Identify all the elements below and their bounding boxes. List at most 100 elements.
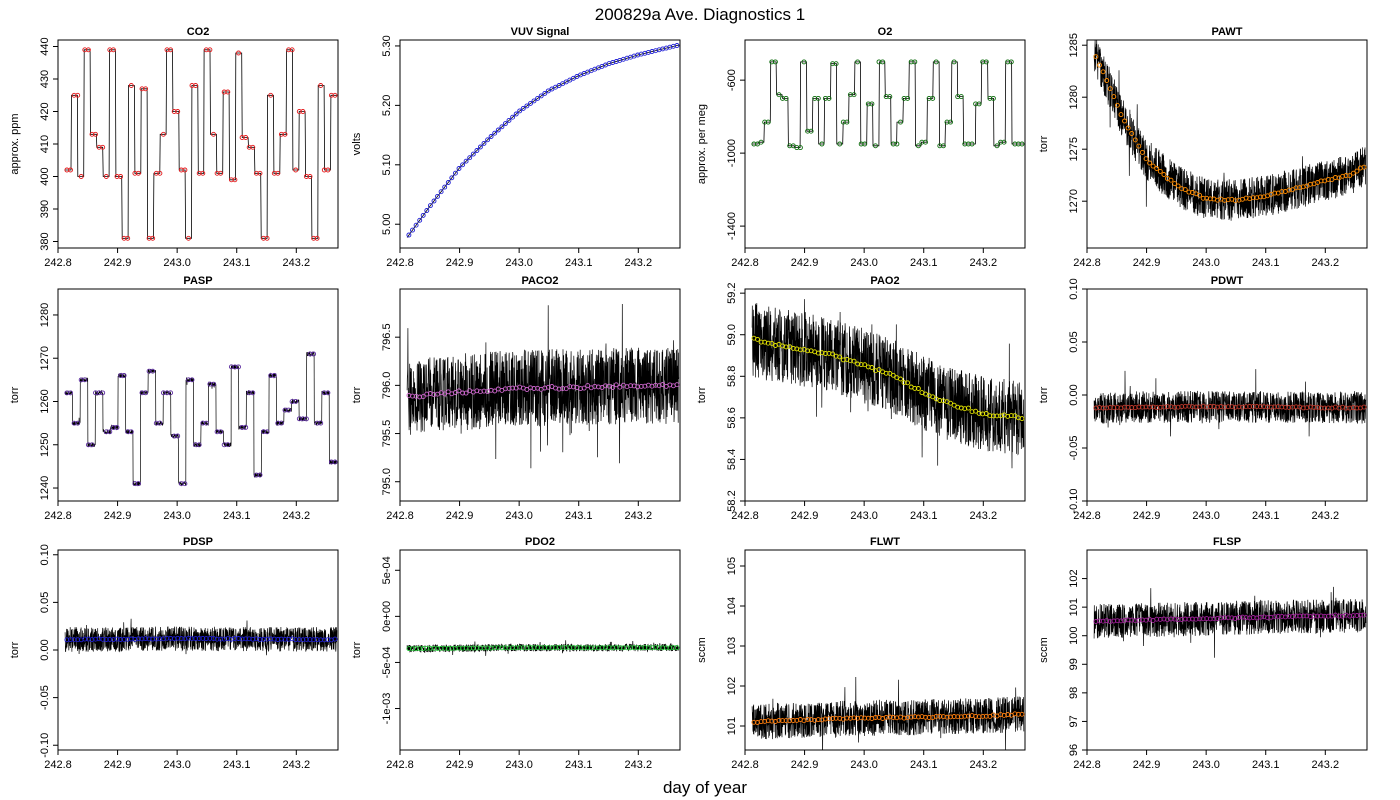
y-tick-label: 5.30: [381, 35, 393, 56]
avg-point: [1012, 413, 1018, 419]
y-tick-label: -5e-04: [381, 647, 393, 679]
y-tick-label: 100: [1068, 627, 1080, 645]
y-tick-label: 410: [39, 135, 51, 153]
avg-point: [674, 43, 680, 48]
x-tick-label: 243.0: [163, 759, 191, 771]
avg-point: [193, 83, 199, 88]
avg-point: [463, 390, 469, 396]
panel-title: CO2: [187, 26, 210, 38]
avg-point: [1012, 141, 1018, 147]
avg-point: [987, 95, 993, 101]
avg-point: [243, 135, 249, 140]
avg-point: [175, 109, 181, 114]
x-tick-label: 242.9: [104, 759, 132, 771]
y-tick-label: 96: [1068, 744, 1080, 756]
avg-point: [410, 227, 415, 233]
avg-point: [420, 394, 426, 400]
x-tick-label: 243.2: [283, 759, 311, 771]
x-tick-label: 242.9: [791, 759, 819, 771]
avg-point: [225, 89, 231, 95]
avg-point: [417, 217, 423, 223]
avg-point: [944, 714, 950, 720]
x-tick-label: 243.1: [1252, 759, 1280, 771]
x-tick-label: 242.8: [44, 510, 72, 522]
chart-panel-9: PDO2 torr 242.8 242.9 243.0 243.1 243.2 -1e-03 -…: [351, 536, 681, 771]
avg-point: [175, 433, 181, 439]
avg-point: [517, 108, 523, 114]
y-tick-label: 420: [39, 102, 51, 120]
avg-point: [257, 637, 263, 642]
x-tick-label: 242.8: [731, 257, 759, 269]
avg-point: [915, 143, 921, 149]
avg-point: [271, 170, 277, 176]
avg-point: [278, 420, 284, 426]
avg-point: [182, 481, 188, 487]
x-tick-label: 243.2: [625, 257, 653, 269]
avg-point: [965, 405, 971, 411]
x-tick-label: 243.0: [505, 759, 533, 771]
avg-point: [424, 208, 430, 213]
avg-point: [417, 646, 423, 652]
avg-point: [135, 481, 141, 487]
avg-point: [420, 212, 426, 218]
avg-point: [1182, 187, 1188, 193]
panel-title: PACO2: [521, 275, 558, 287]
x-tick-label: 243.0: [1192, 257, 1220, 269]
avg-point: [1161, 172, 1167, 177]
avg-point: [776, 92, 782, 98]
avg-point: [674, 382, 680, 388]
avg-point: [1012, 711, 1018, 717]
plot-frame: [1086, 549, 1368, 751]
y-tick-label: 104: [726, 597, 738, 615]
avg-point: [225, 442, 231, 448]
avg-point: [1172, 404, 1178, 410]
y-tick-label: 98: [1068, 687, 1080, 699]
chart-panel-11: FLSP sccm 242.8 242.9 243.0 243.1 243.2 96 97 98 9…: [1038, 536, 1368, 771]
avg-point: [887, 94, 893, 100]
avg-point: [869, 101, 875, 107]
plot-area: [64, 47, 338, 241]
avg-point: [1329, 177, 1335, 183]
y-tick-label: 1285: [1068, 33, 1080, 57]
avg-point: [311, 637, 317, 643]
avg-point: [837, 141, 843, 147]
avg-point: [214, 170, 220, 176]
y-tick-label: 0.05: [39, 592, 51, 613]
avg-point: [460, 162, 466, 168]
plot-frame: [399, 288, 681, 502]
avg-point: [103, 429, 109, 435]
y-tick-label: 795.0: [381, 468, 393, 496]
chart-panel-2: O2 approx. per meg 242.8 242.9 243.0 243.1 243…: [696, 26, 1026, 269]
y-tick-label: -1400: [726, 212, 738, 240]
avg-point: [844, 119, 850, 125]
plot-frame: [1086, 39, 1368, 249]
avg-point: [243, 636, 249, 642]
panel-title: VUV Signal: [511, 26, 570, 38]
avg-point: [189, 377, 195, 383]
avg-point: [431, 198, 437, 204]
avg-point: [1243, 615, 1249, 621]
avg-point: [325, 637, 331, 643]
avg-point: [958, 714, 964, 720]
y-tick-label: 0.00: [39, 639, 51, 660]
avg-point: [456, 166, 462, 171]
avg-point: [973, 713, 979, 719]
y-tick-label: 101: [726, 717, 738, 735]
y-tick-label: 102: [1068, 569, 1080, 587]
avg-point: [990, 95, 996, 101]
raw-trace: [751, 676, 1025, 750]
avg-point: [182, 167, 188, 173]
avg-point: [143, 86, 149, 92]
avg-point: [570, 645, 576, 651]
y-tick-label: 796.5: [381, 323, 393, 351]
x-tick-label: 243.1: [1252, 510, 1280, 522]
avg-point: [150, 368, 156, 374]
avg-point: [930, 95, 936, 101]
x-tick-label: 242.9: [446, 257, 474, 269]
y-tick-label: 1270: [1068, 189, 1080, 213]
avg-point: [987, 413, 993, 419]
avg-point: [438, 189, 444, 195]
avg-point: [1139, 149, 1145, 155]
avg-point: [236, 364, 241, 370]
